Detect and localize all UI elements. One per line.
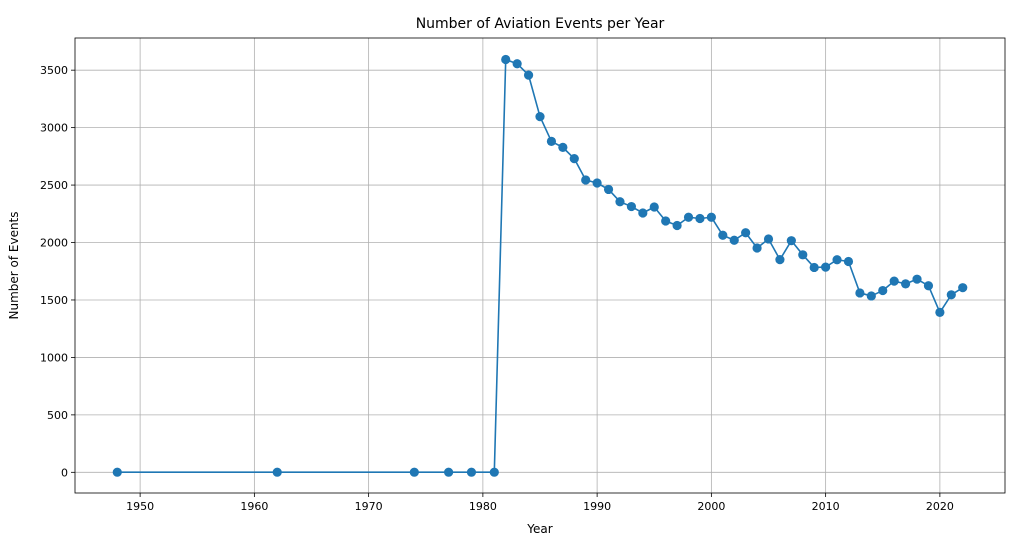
data-point (626, 201, 637, 212)
data-point (935, 307, 945, 317)
data-point (695, 213, 705, 224)
data-point (809, 262, 819, 273)
data-point (763, 234, 774, 244)
data-point (775, 255, 785, 265)
data-point (592, 178, 602, 188)
data-point (843, 256, 854, 267)
x-tick-label: 2000 (697, 500, 725, 513)
data-point (741, 228, 751, 238)
data-point (729, 235, 739, 245)
x-tick-label: 1990 (583, 500, 611, 513)
data-point (535, 111, 545, 122)
data-point (409, 467, 419, 477)
data-point (603, 184, 614, 195)
data-point (638, 208, 648, 218)
plot-frame (74, 37, 1006, 494)
data-point (661, 216, 671, 226)
data-point (558, 142, 568, 152)
x-tick-label: 1960 (240, 500, 268, 513)
data-point (523, 70, 534, 80)
y-axis-label: Number of Events (7, 211, 21, 319)
data-point (501, 54, 511, 65)
data-point (923, 281, 934, 291)
grid (75, 38, 1005, 493)
data-point (672, 220, 682, 231)
x-axis-label: Year (526, 522, 552, 536)
data-point (546, 136, 557, 147)
data-point (512, 59, 522, 69)
data-point (946, 290, 956, 300)
data-point (878, 285, 888, 296)
y-tick-label: 2000 (40, 237, 68, 250)
y-tick-label: 1500 (40, 294, 68, 307)
x-tick-label: 1970 (355, 500, 383, 513)
data-point (489, 467, 499, 477)
x-tick-label: 1950 (126, 500, 154, 513)
data-point (958, 283, 968, 293)
data-series (112, 54, 968, 477)
data-point (786, 236, 796, 246)
data-point (706, 212, 716, 222)
data-point (443, 467, 454, 477)
x-tick-label: 2020 (926, 500, 954, 513)
y-tick-label: 500 (47, 409, 68, 422)
data-point (901, 279, 911, 289)
x-tick-label: 1980 (469, 500, 497, 513)
data-point (683, 212, 694, 222)
x-tick-label: 2010 (812, 500, 840, 513)
chart-title: Number of Aviation Events per Year (416, 16, 665, 32)
data-point (272, 467, 282, 477)
y-tick-label: 3500 (40, 64, 68, 77)
data-point (832, 255, 842, 265)
y-tick-label: 3000 (40, 122, 68, 135)
series-line (117, 58, 964, 474)
data-point (718, 230, 728, 240)
data-point (615, 197, 625, 207)
data-point (889, 276, 899, 286)
y-tick-label: 1000 (40, 351, 68, 364)
data-point (112, 467, 122, 477)
data-point (866, 291, 876, 301)
data-point (752, 243, 762, 253)
data-point (466, 467, 477, 477)
data-point (855, 288, 865, 298)
y-tick-label: 2500 (40, 179, 68, 192)
data-point (821, 262, 831, 272)
data-point (798, 250, 808, 260)
data-point (581, 175, 591, 185)
data-point (912, 274, 922, 284)
axis-ticks: 1950 1960 1970 1980 1990 2000 2010 2020 0 500 1000… (40, 64, 954, 513)
y-tick-label: 0 (61, 466, 68, 479)
data-point (569, 154, 579, 164)
data-point (649, 202, 659, 212)
